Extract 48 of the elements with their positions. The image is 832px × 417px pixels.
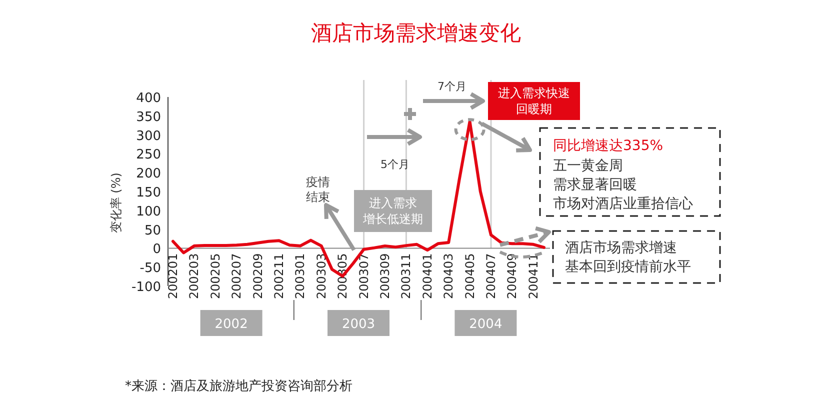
text: 需求显著回暖 bbox=[553, 177, 637, 193]
x-tick-label: 200209 bbox=[250, 253, 265, 300]
text: 2003 bbox=[342, 317, 376, 332]
annotation: 5个月 bbox=[380, 158, 410, 171]
y-tick-label: 300 bbox=[136, 128, 161, 144]
y-tick-label: 0 bbox=[152, 242, 161, 258]
text: 酒店市场需求增速 bbox=[565, 240, 677, 256]
y-tick-label: 250 bbox=[136, 148, 161, 163]
annotation: 进入需求 bbox=[369, 196, 417, 210]
x-tick-label: 200403 bbox=[442, 253, 456, 300]
x-tick-label: 200307 bbox=[356, 253, 371, 300]
text: 五一黄金周 bbox=[553, 158, 623, 174]
x-tick-label: 200211 bbox=[272, 253, 286, 300]
x-tick-label: 200405 bbox=[462, 253, 477, 300]
chart-title: 酒店市场需求增速变化 bbox=[311, 21, 521, 45]
x-tick-label: 200309 bbox=[378, 253, 392, 300]
text: 7个月 bbox=[438, 80, 466, 93]
y-tick-label: -50 bbox=[140, 261, 161, 276]
x-tick-label: 200207 bbox=[230, 253, 244, 300]
y-tick-label: 100 bbox=[136, 204, 161, 220]
annotation: 结束 bbox=[306, 190, 330, 204]
x-tick-label: 200409 bbox=[505, 253, 520, 300]
y-axis-title: 变化率 (%) bbox=[109, 172, 123, 234]
y-tick-label: 400 bbox=[136, 91, 161, 106]
x-tick-label: 200303 bbox=[314, 253, 328, 300]
y-tick-label: 50 bbox=[144, 223, 161, 238]
x-tick-label: 200201 bbox=[166, 253, 180, 300]
x-tick-label: 200401 bbox=[420, 253, 434, 300]
annotation: 增长低迷期 bbox=[362, 212, 423, 226]
x-tick-label: 200301 bbox=[293, 253, 308, 300]
y-tick-label: -100 bbox=[131, 280, 161, 295]
text: 同比增速达335% bbox=[553, 138, 664, 154]
y-tick-label: 350 bbox=[136, 110, 161, 125]
text: 2002 bbox=[214, 317, 248, 332]
x-tick-label: 200411 bbox=[526, 253, 540, 300]
y-tick-label: 150 bbox=[136, 186, 161, 200]
text: *来源：酒店及旅游地产投资咨询部分析 bbox=[125, 378, 352, 394]
x-tick-label: 200205 bbox=[208, 253, 222, 300]
x-tick-label: 200407 bbox=[484, 253, 498, 300]
text: 市场对酒店业重拾信心 bbox=[553, 196, 693, 212]
annotation: 疫情 bbox=[306, 175, 330, 189]
text: 2004 bbox=[469, 317, 502, 332]
annotation: 回暖期 bbox=[516, 102, 552, 116]
annotation: 进入需求快速 bbox=[498, 86, 570, 100]
text: 基本回到疫情前水平 bbox=[565, 259, 691, 275]
x-tick-label: 200203 bbox=[187, 253, 202, 300]
y-tick-label: 200 bbox=[136, 166, 161, 182]
x-tick-label: 200311 bbox=[399, 253, 414, 300]
